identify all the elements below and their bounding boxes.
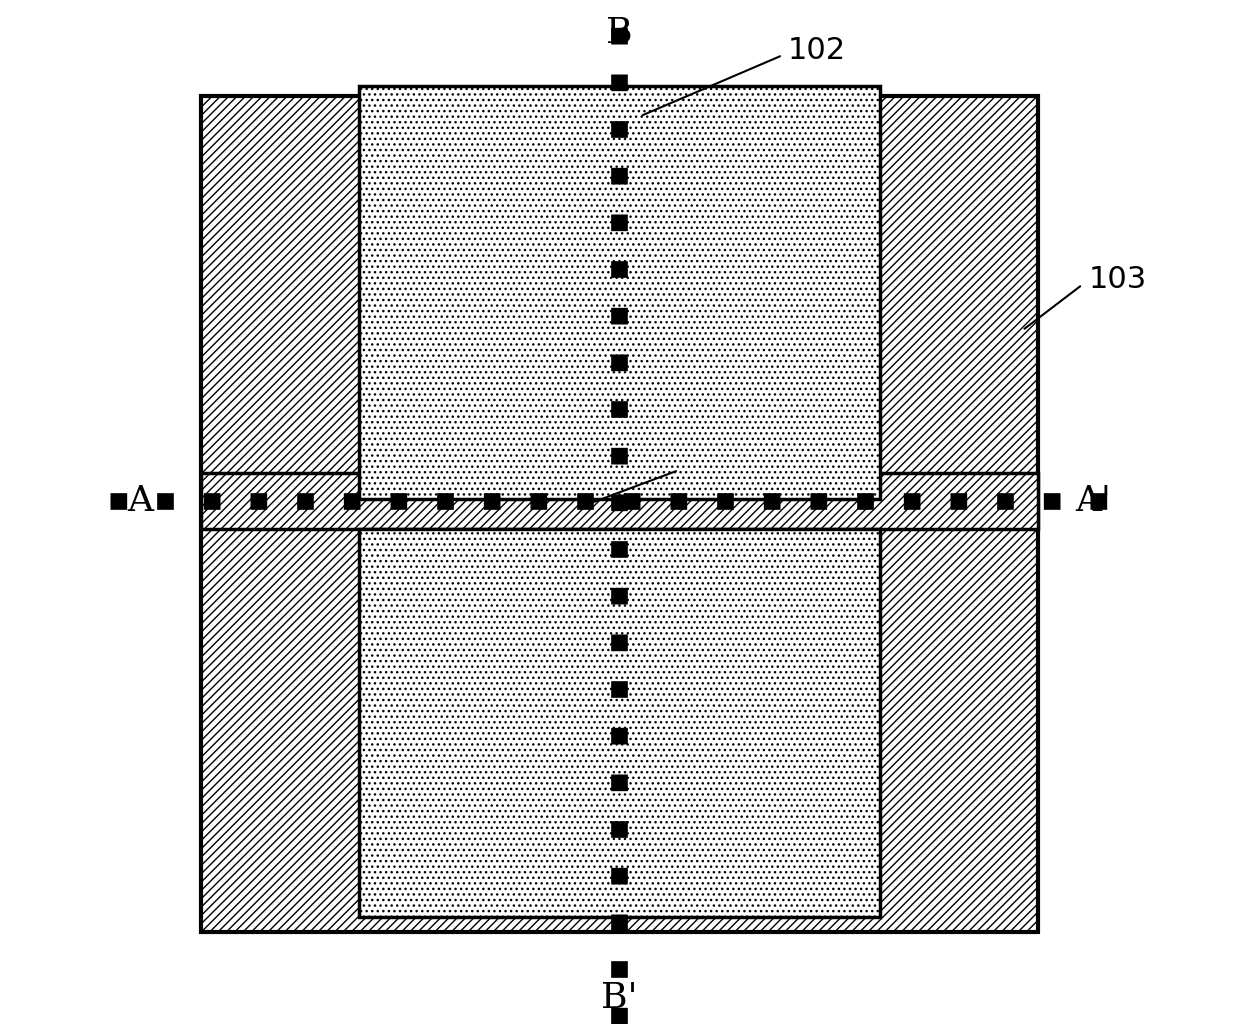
Bar [359,85,880,499]
Text: A: A [128,484,154,518]
Bar [202,473,1037,529]
Bar [359,529,880,917]
Text: B: B [606,15,633,49]
Bar [202,96,1037,932]
Text: B': B' [601,982,638,1016]
Text: 102: 102 [788,36,846,65]
Text: A': A' [1075,484,1111,518]
Text: 104: 104 [685,453,743,482]
Text: 103: 103 [1089,265,1147,294]
